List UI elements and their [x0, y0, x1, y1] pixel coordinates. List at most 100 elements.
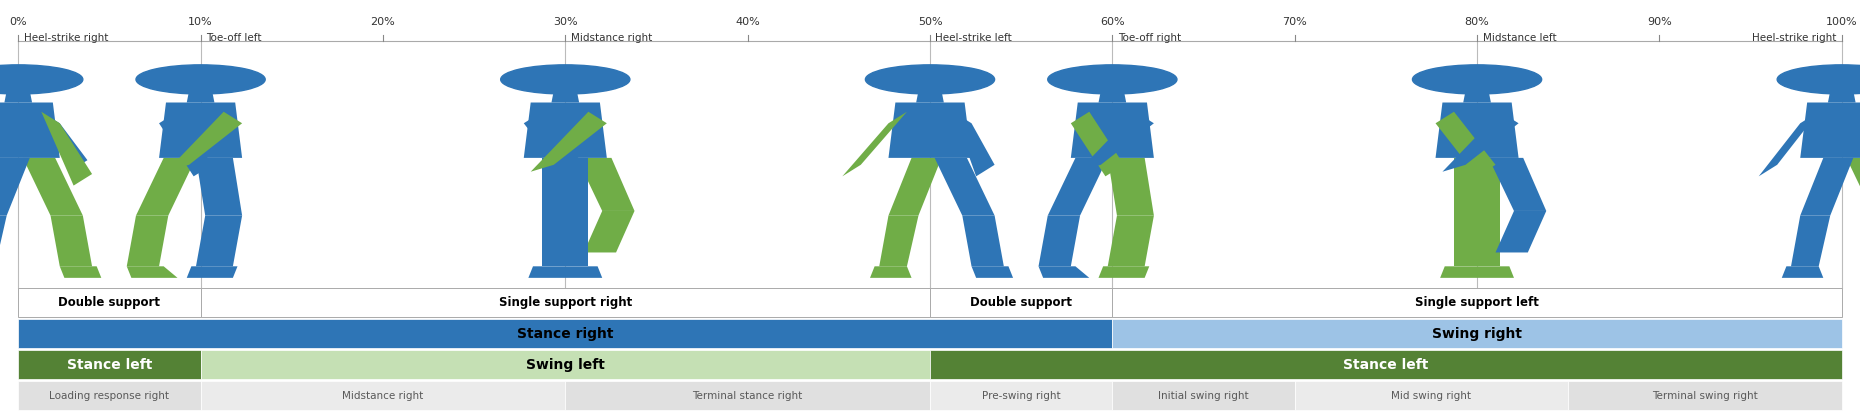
- Bar: [1112, 319, 1841, 348]
- Text: 10%: 10%: [188, 17, 212, 27]
- Polygon shape: [126, 215, 167, 266]
- Polygon shape: [1436, 103, 1518, 158]
- Text: Loading response right: Loading response right: [50, 391, 169, 400]
- Polygon shape: [525, 103, 606, 158]
- Polygon shape: [577, 158, 634, 211]
- Polygon shape: [160, 112, 212, 176]
- Bar: [930, 350, 1841, 379]
- Bar: [1112, 381, 1295, 410]
- Polygon shape: [543, 215, 588, 266]
- Text: 70%: 70%: [1282, 17, 1308, 27]
- Polygon shape: [1071, 103, 1153, 158]
- Text: Initial swing right: Initial swing right: [1159, 391, 1248, 400]
- Polygon shape: [41, 112, 91, 185]
- Polygon shape: [843, 112, 908, 176]
- Text: 30%: 30%: [552, 17, 578, 27]
- Text: 60%: 60%: [1099, 17, 1125, 27]
- Text: Midstance right: Midstance right: [342, 391, 424, 400]
- Polygon shape: [1443, 112, 1518, 172]
- Text: Terminal stance right: Terminal stance right: [692, 391, 804, 400]
- Text: Single support left: Single support left: [1415, 296, 1538, 309]
- Polygon shape: [0, 103, 60, 158]
- Polygon shape: [0, 215, 7, 266]
- Polygon shape: [584, 211, 634, 253]
- Polygon shape: [952, 112, 995, 176]
- Polygon shape: [1782, 266, 1823, 278]
- Text: Midstance left: Midstance left: [1482, 33, 1557, 43]
- Text: Stance left: Stance left: [1343, 358, 1428, 372]
- Polygon shape: [1109, 158, 1153, 215]
- Polygon shape: [126, 266, 177, 278]
- Text: Swing left: Swing left: [526, 358, 605, 372]
- Text: 50%: 50%: [917, 17, 943, 27]
- Text: Double support: Double support: [971, 296, 1071, 309]
- Text: 40%: 40%: [735, 17, 761, 27]
- Bar: [930, 381, 1112, 410]
- Text: 100%: 100%: [1827, 17, 1858, 27]
- Polygon shape: [1495, 211, 1546, 253]
- Bar: [201, 288, 930, 317]
- Polygon shape: [1071, 112, 1123, 176]
- Polygon shape: [1455, 215, 1501, 266]
- Text: Mid swing right: Mid swing right: [1391, 391, 1471, 400]
- Polygon shape: [1488, 158, 1546, 211]
- Text: Single support right: Single support right: [498, 296, 632, 309]
- Polygon shape: [1038, 215, 1081, 266]
- Bar: [1112, 288, 1841, 317]
- Polygon shape: [41, 112, 87, 172]
- Text: Swing right: Swing right: [1432, 327, 1521, 341]
- Polygon shape: [195, 215, 242, 266]
- Bar: [19, 381, 201, 410]
- Polygon shape: [962, 215, 1004, 266]
- Polygon shape: [1038, 266, 1090, 278]
- Polygon shape: [50, 215, 91, 266]
- Bar: [1568, 381, 1841, 410]
- Polygon shape: [195, 158, 242, 215]
- Polygon shape: [160, 103, 242, 158]
- Circle shape: [1776, 65, 1860, 94]
- Text: Stance right: Stance right: [517, 327, 614, 341]
- Polygon shape: [525, 112, 584, 176]
- Text: Heel-strike left: Heel-strike left: [936, 33, 1012, 43]
- Polygon shape: [0, 158, 30, 215]
- Polygon shape: [166, 112, 242, 172]
- Polygon shape: [136, 158, 195, 215]
- Text: Toe-off right: Toe-off right: [1118, 33, 1181, 43]
- Text: Double support: Double support: [58, 296, 160, 309]
- Polygon shape: [60, 266, 100, 278]
- Polygon shape: [1077, 112, 1153, 172]
- Polygon shape: [889, 158, 941, 215]
- Polygon shape: [530, 112, 606, 172]
- Polygon shape: [1828, 91, 1856, 103]
- Polygon shape: [1047, 158, 1109, 215]
- Bar: [19, 288, 201, 317]
- Polygon shape: [1464, 91, 1492, 103]
- Bar: [19, 319, 1112, 348]
- Text: Stance left: Stance left: [67, 358, 153, 372]
- Circle shape: [1047, 65, 1177, 94]
- Bar: [201, 381, 565, 410]
- Polygon shape: [551, 91, 578, 103]
- Polygon shape: [1109, 215, 1153, 266]
- Text: Terminal swing right: Terminal swing right: [1652, 391, 1758, 400]
- Bar: [201, 350, 930, 379]
- Text: Midstance right: Midstance right: [571, 33, 653, 43]
- Bar: [565, 381, 930, 410]
- Polygon shape: [880, 215, 919, 266]
- Circle shape: [1412, 65, 1542, 94]
- Polygon shape: [1099, 91, 1125, 103]
- Text: Heel-strike right: Heel-strike right: [24, 33, 108, 43]
- Text: 20%: 20%: [370, 17, 396, 27]
- Polygon shape: [528, 266, 603, 278]
- Text: Heel-strike right: Heel-strike right: [1752, 33, 1836, 43]
- Polygon shape: [186, 91, 214, 103]
- Polygon shape: [1800, 103, 1860, 158]
- Polygon shape: [1847, 158, 1860, 215]
- Polygon shape: [1436, 112, 1495, 176]
- Polygon shape: [870, 266, 911, 278]
- Polygon shape: [1099, 266, 1149, 278]
- Bar: [19, 350, 201, 379]
- Polygon shape: [22, 158, 84, 215]
- Polygon shape: [1455, 158, 1501, 215]
- Polygon shape: [917, 91, 943, 103]
